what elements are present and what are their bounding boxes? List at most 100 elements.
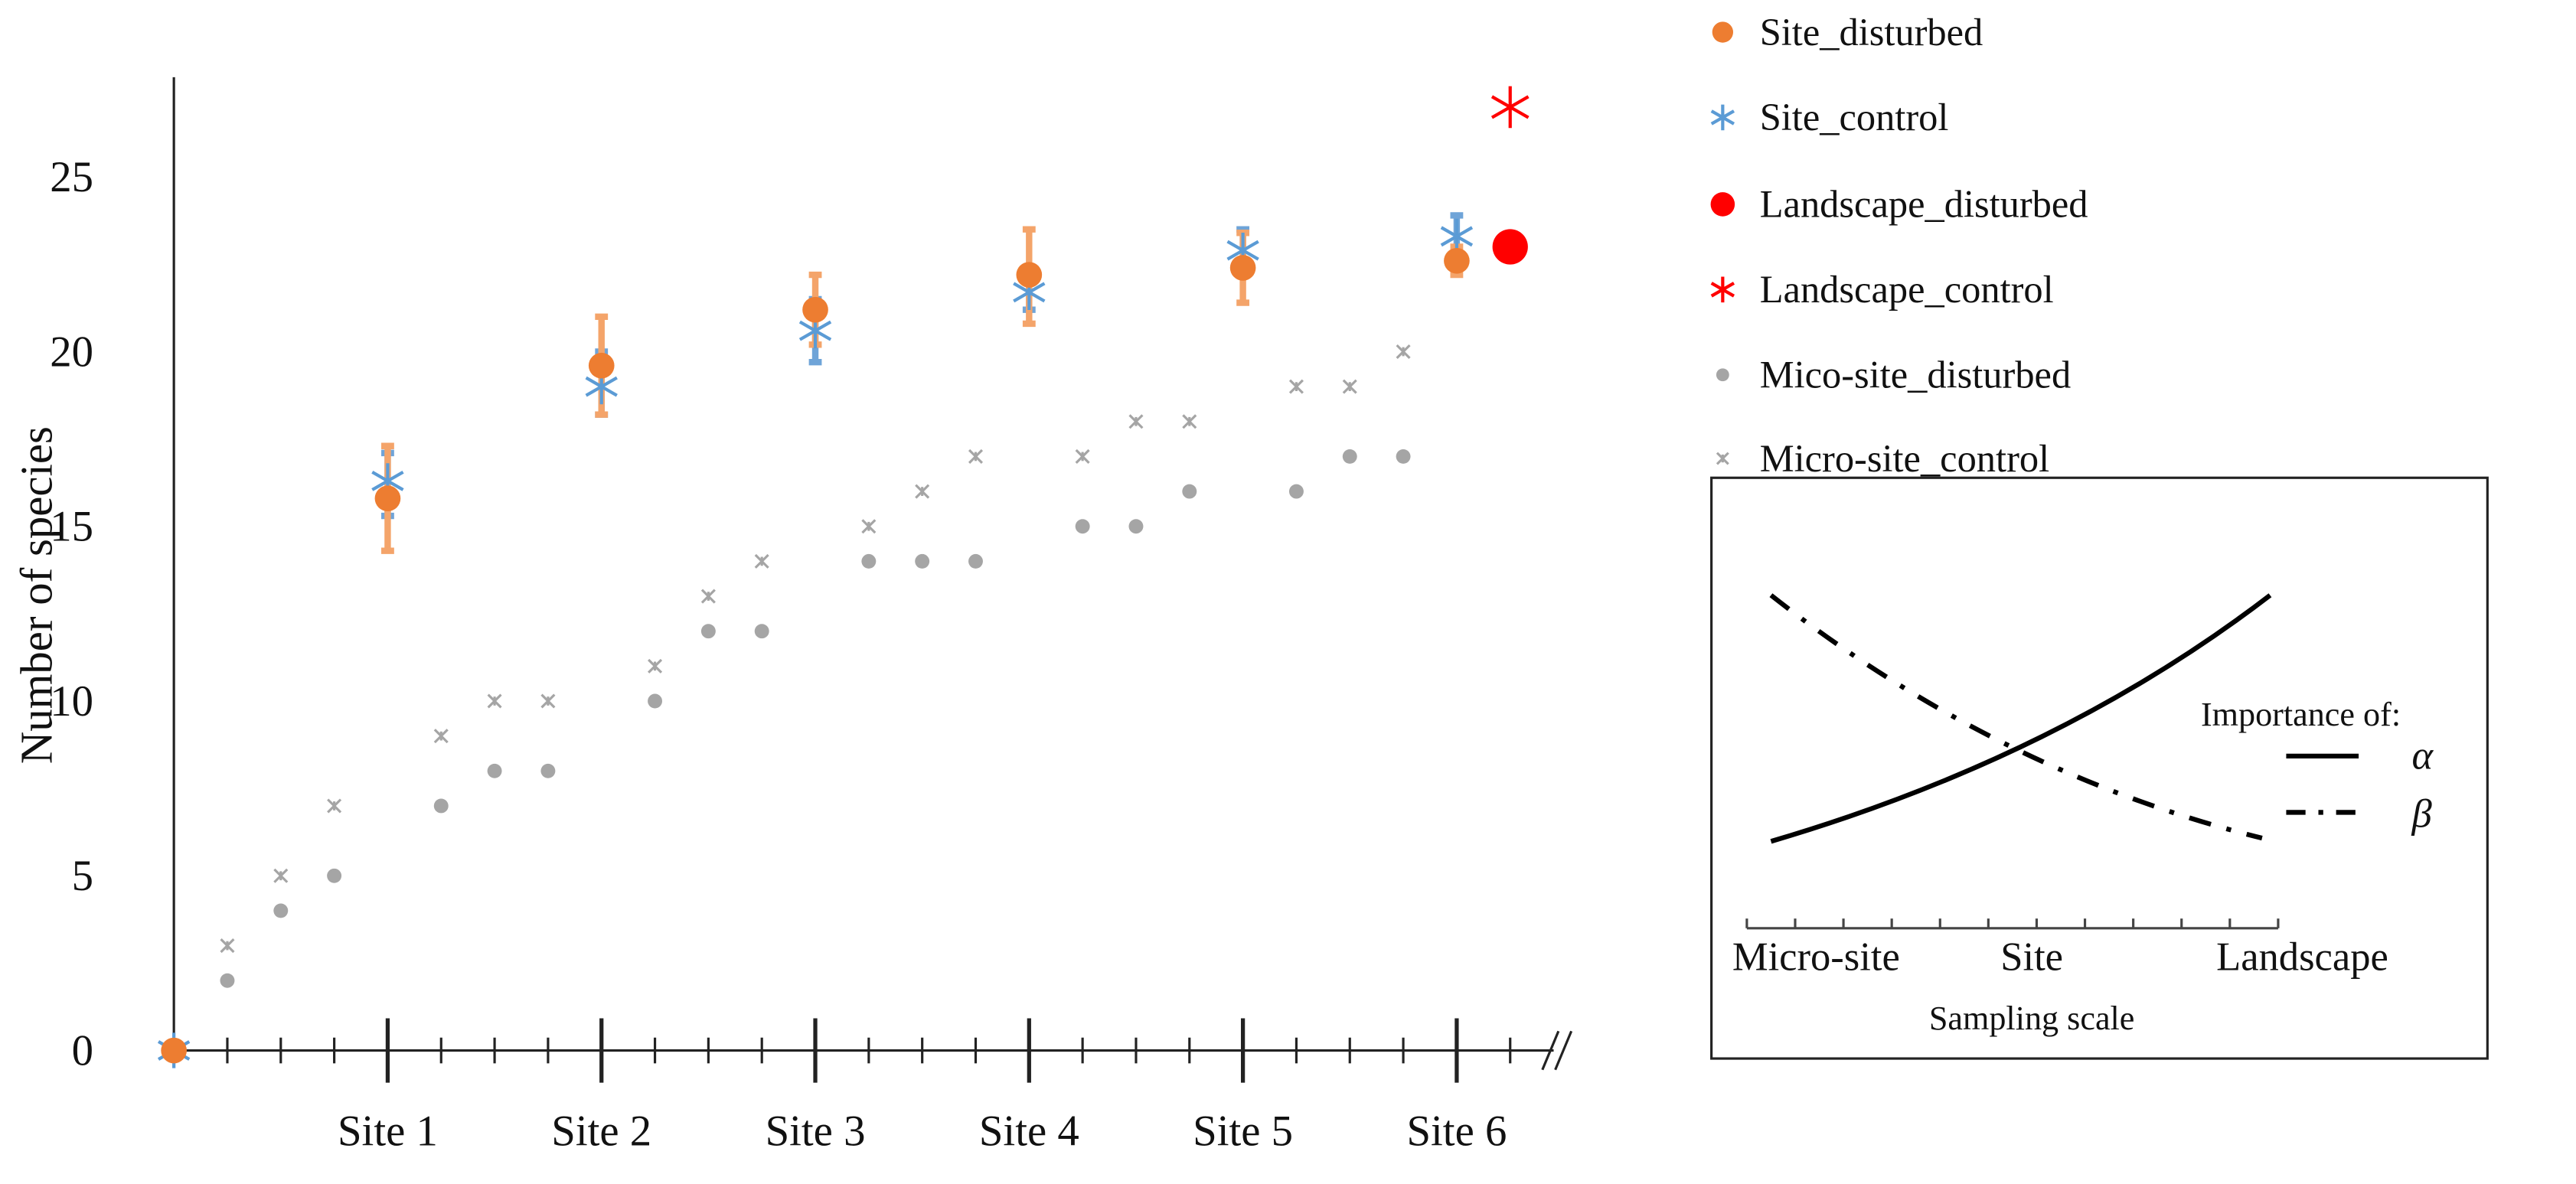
inset-legend-beta: β [2411, 791, 2432, 836]
micro-site-disturbed-point [487, 763, 502, 778]
y-axis-title: Number of species [11, 426, 61, 764]
site-control-point [1710, 104, 1735, 131]
site-disturbed-point [802, 296, 828, 323]
site-disturbed-point [1444, 247, 1470, 274]
micro-site-control-point [1716, 452, 1729, 465]
site-disturbed-point [588, 352, 615, 379]
asterisk-stroke [1440, 226, 1474, 247]
micro-site-control-point [754, 553, 769, 569]
micro-site-disturbed-point [327, 868, 342, 883]
micro-site-control-point [540, 693, 556, 709]
micro-site-disturbed-point [1128, 519, 1144, 534]
asterisk-stroke [1226, 240, 1259, 261]
micro-site-control-point [1075, 448, 1090, 464]
x-tick-label: Site 5 [1193, 1107, 1293, 1156]
micro-site-control-point [700, 589, 716, 604]
micro-site-control-point [1128, 414, 1144, 429]
legend-item: Landscape_disturbed [1710, 183, 2088, 226]
legend-label: Micro-site_control [1760, 437, 2049, 480]
landscape-control-point [1710, 276, 1735, 303]
micro-site-control-point [861, 519, 877, 534]
legend-label: Mico-site_disturbed [1760, 354, 2071, 396]
micro-site-disturbed-point [1182, 484, 1197, 499]
legend-label: Landscape_control [1760, 268, 2054, 311]
micro-site-disturbed-point [968, 553, 983, 569]
micro-site-disturbed-point [433, 798, 449, 814]
inset-tick-micro-site: Micro-site [1732, 934, 1900, 979]
inset-x-axis [1745, 918, 2280, 930]
legend-label: Site_disturbed [1760, 11, 1983, 54]
legend-item: Micro-site_control [1716, 437, 2049, 480]
x-tick-label: Site 6 [1406, 1107, 1507, 1156]
micro-site-control-point [1182, 414, 1197, 429]
site-disturbed-point [1016, 262, 1043, 288]
micro-site-disturbed-point [754, 624, 769, 639]
legend-item: Site_control [1710, 96, 1949, 139]
micro-site-control-point [487, 693, 502, 709]
asterisk-stroke [1710, 109, 1735, 126]
micro-site-control-point [220, 938, 235, 954]
micro-site-control-point [648, 658, 663, 674]
micro-site-control-point [327, 798, 342, 814]
micro-site-control-point [1288, 379, 1304, 394]
y-tick-label: 0 [72, 1026, 93, 1075]
site-disturbed-point [374, 485, 401, 512]
legend-label: Site_control [1760, 96, 1949, 139]
legend: Site_disturbed Site_control Landscape_dist… [1710, 11, 2088, 480]
asterisk-stroke [798, 320, 832, 341]
y-tick-label: 25 [50, 153, 93, 201]
beta-curve [1769, 593, 2263, 841]
inset-tick-site: Site [2000, 934, 2063, 979]
legend-item: Landscape_control [1710, 268, 2054, 311]
axis-break-mark [1554, 1030, 1573, 1071]
micro-site-control-point [1396, 344, 1411, 359]
site-disturbed-point [1229, 255, 1256, 281]
inset-legend-title: Importance of: [2201, 696, 2401, 733]
x-tick-label: Site 4 [979, 1107, 1079, 1156]
y-tick-label: 15 [50, 503, 93, 551]
micro-site-disturbed-point [1288, 484, 1304, 499]
micro-site-control-point [968, 448, 984, 464]
asterisk-stroke [1710, 282, 1735, 298]
inset-x-axis-title: Sampling scale [1929, 1000, 2135, 1037]
micro-site-disturbed-point [915, 553, 930, 569]
micro-site-disturbed-point [1716, 368, 1729, 382]
micro-site-disturbed-point [220, 973, 235, 988]
site-disturbed-point [161, 1037, 187, 1064]
y-tick-label: 20 [50, 328, 93, 376]
legend-label: Landscape_disturbed [1760, 183, 2088, 226]
micro-site-control-point [433, 729, 449, 744]
micro-site-disturbed-point [648, 693, 663, 709]
main-plot: 0 5 10 15 20 25 Site 1 Site 2 Site 3 Site 4 Site 5… [50, 77, 1573, 1156]
asterisk-stroke [1490, 95, 1530, 119]
alpha-curve [1770, 593, 2272, 844]
x-tick-label: Site 1 [338, 1107, 438, 1156]
micro-site-control-point [1342, 379, 1357, 394]
asterisk-stroke [585, 376, 618, 397]
micro-site-control-point [915, 484, 930, 499]
landscape-disturbed-point [1710, 192, 1735, 217]
micro-site-disturbed-point [273, 903, 289, 918]
asterisk-stroke [371, 471, 404, 491]
micro-site-control-point [273, 868, 289, 883]
legend-item: Mico-site_disturbed [1716, 354, 2071, 396]
inset-diagram: Micro-site Site Landscape Sampling scale… [1710, 476, 2489, 1060]
x-tick-label: Site 2 [551, 1107, 651, 1156]
micro-site-disturbed-point [540, 763, 556, 778]
landscape-disturbed-point [1492, 229, 1528, 265]
micro-site-disturbed-point [700, 624, 716, 639]
axis-break-mark [1541, 1030, 1560, 1071]
inset-legend-alpha: α [2411, 734, 2434, 778]
y-tick-label: 5 [72, 852, 93, 900]
y-tick-label: 10 [50, 677, 93, 726]
site-disturbed-point [1712, 21, 1734, 43]
micro-site-disturbed-point [861, 553, 877, 569]
micro-site-disturbed-point [1396, 448, 1411, 464]
micro-site-disturbed-point [1342, 448, 1357, 464]
asterisk-stroke [1013, 282, 1046, 303]
x-tick-label: Site 3 [766, 1107, 866, 1156]
inset-frame [1710, 476, 2489, 1060]
inset-tick-landscape: Landscape [2216, 934, 2388, 979]
landscape-control-point [1490, 86, 1530, 129]
